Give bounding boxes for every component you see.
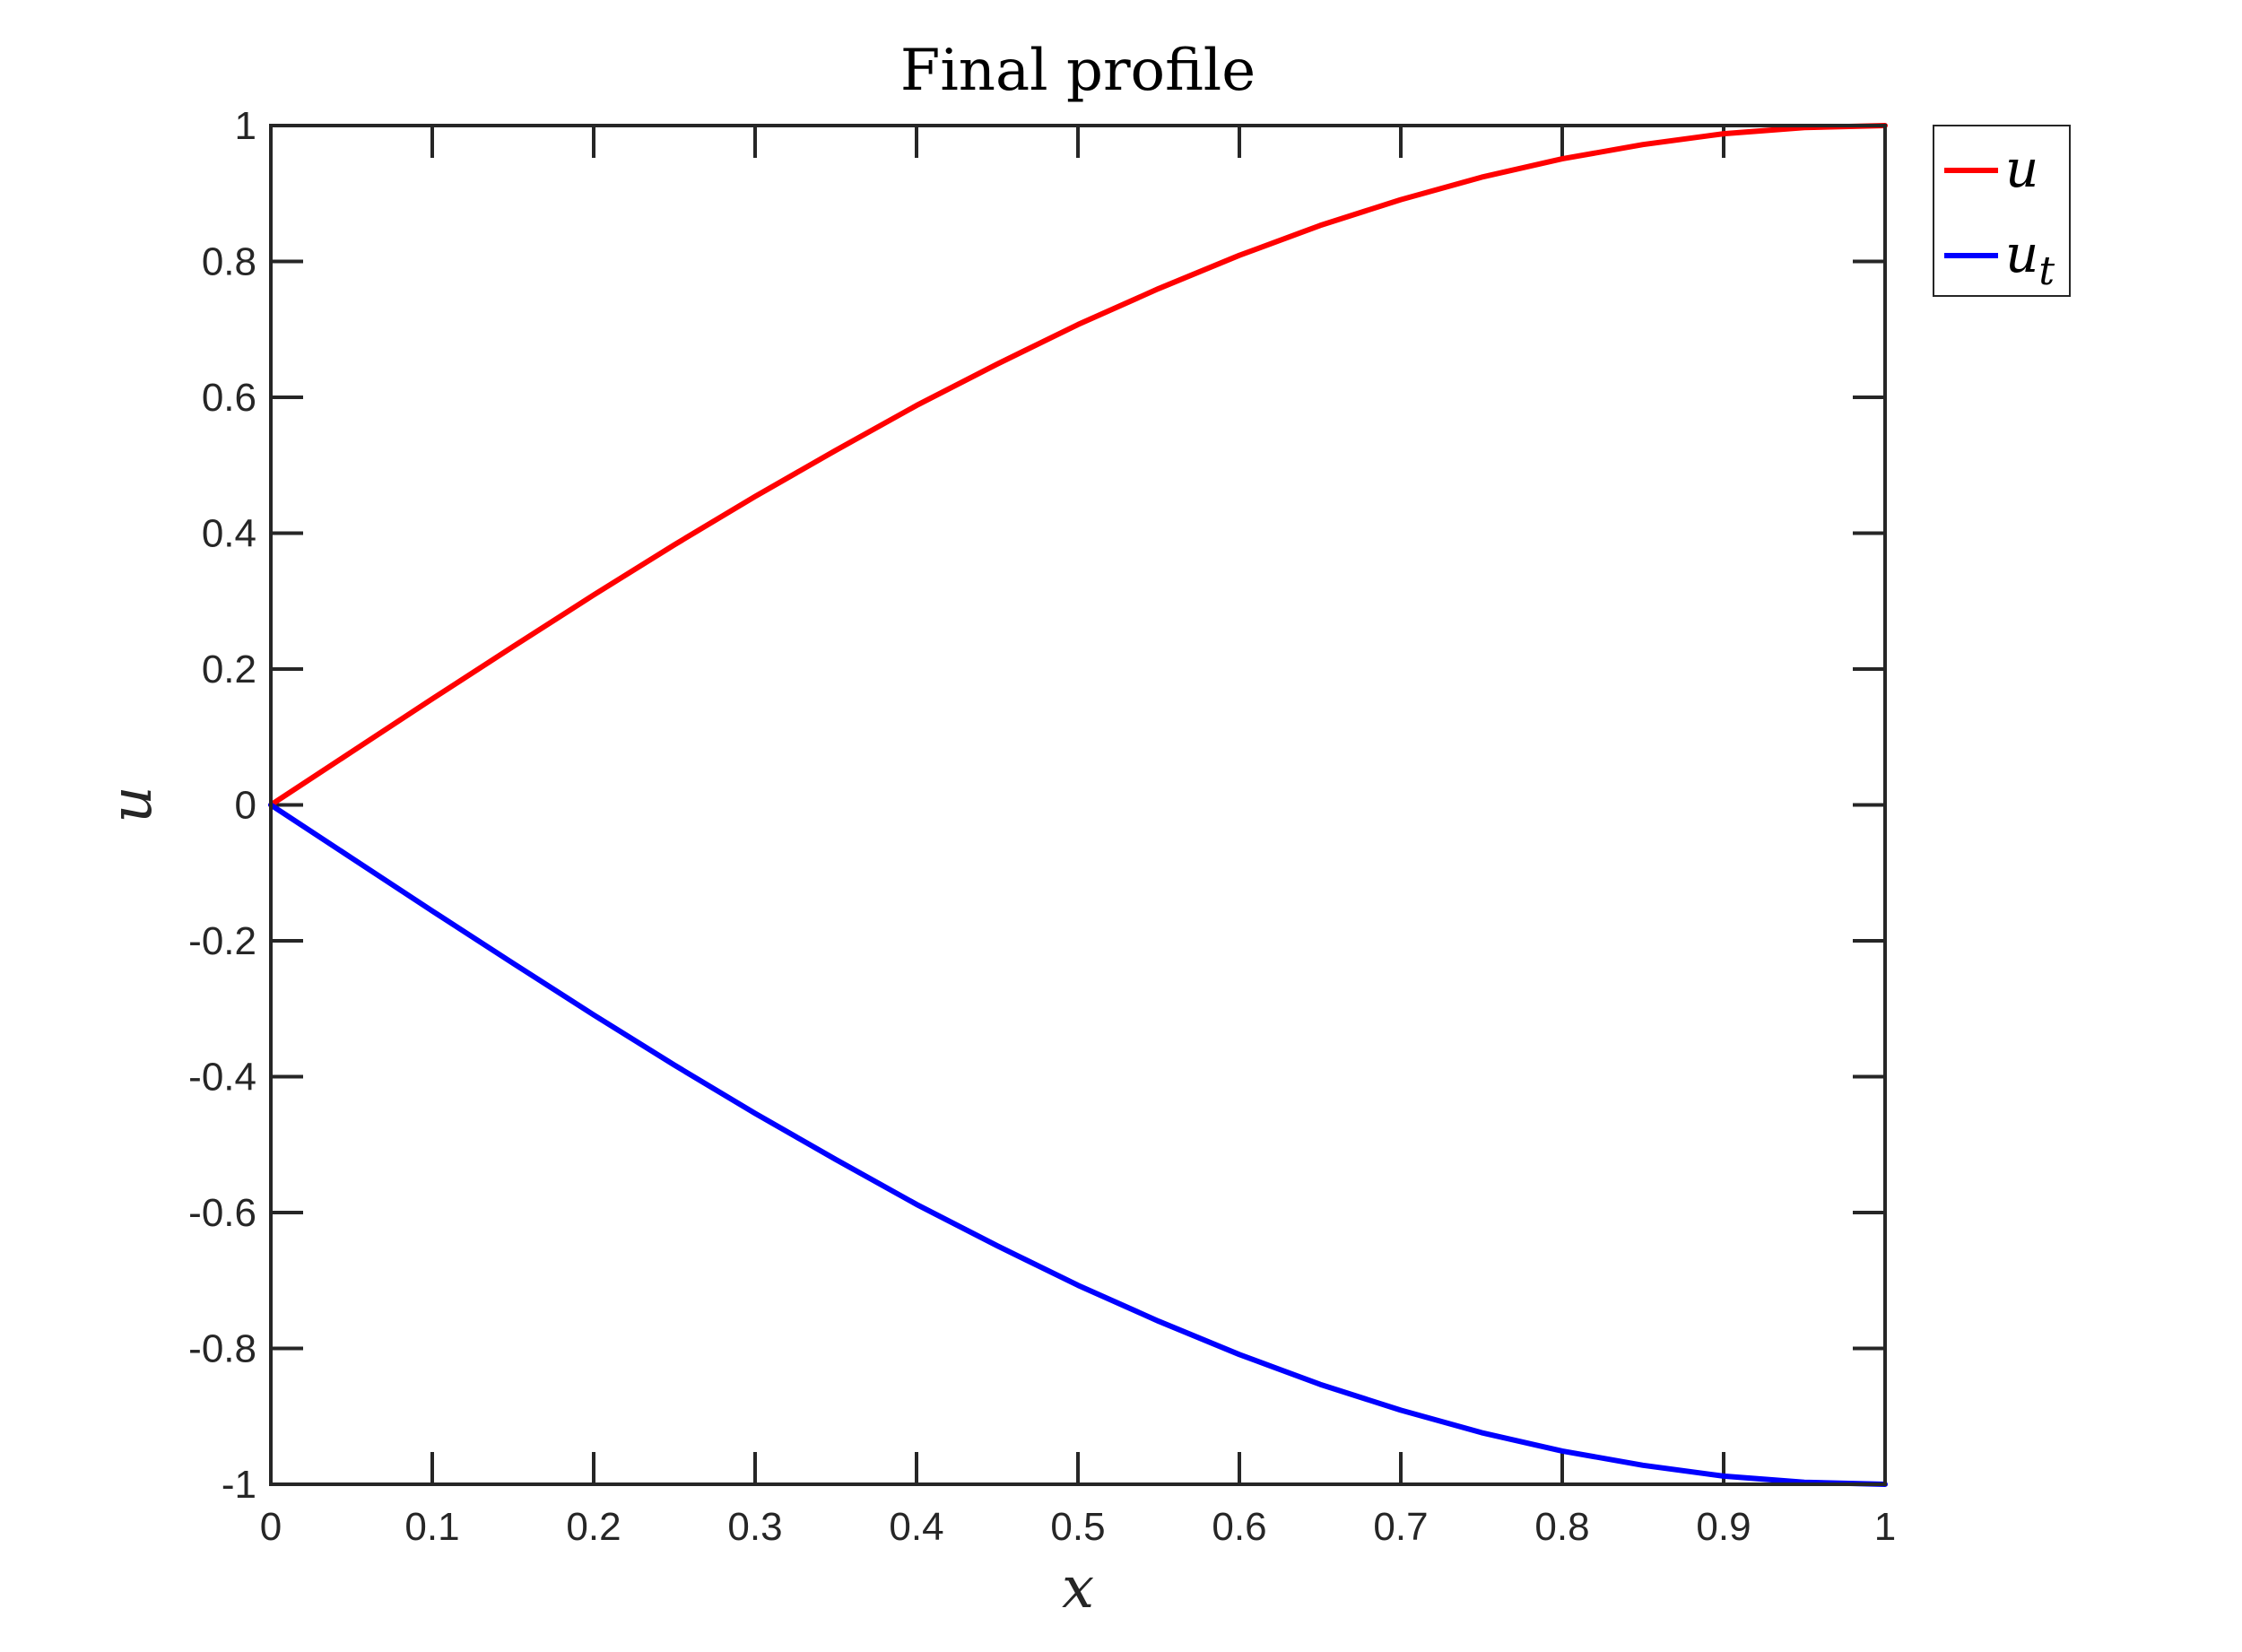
x-tick-label: 0.3 <box>727 1505 782 1549</box>
series-line-1 <box>268 802 1888 1487</box>
x-axis-label: x <box>1062 1555 1094 1622</box>
y-axis-label: u <box>99 786 165 822</box>
series-line-0 <box>268 123 1888 808</box>
series-layer <box>268 123 1888 1487</box>
y-tick-label: -0.2 <box>188 919 256 963</box>
legend-label-1: ut <box>2005 223 2055 294</box>
x-tick-label: 0.9 <box>1696 1505 1751 1549</box>
x-tick-label: 0.5 <box>1050 1505 1105 1549</box>
y-tick-labels: -1 -0.8 -0.6 -0.4 -0.2 0 0.2 0.4 0.6 0.8 1 <box>188 104 256 1507</box>
y-tick-label: 0.6 <box>202 376 256 420</box>
x-tick-labels: 0 0.1 0.2 0.3 0.4 0.5 0.6 0.7 0.8 0.9 1 <box>260 1505 1896 1549</box>
chart-title: Final profile <box>900 38 1256 104</box>
legend-label-base: u <box>2005 138 2038 199</box>
x-tick-label: 1 <box>1874 1505 1896 1549</box>
y-tick-label: 0.4 <box>202 512 256 556</box>
x-tick-label: 0.8 <box>1534 1505 1589 1549</box>
x-tick-label: 0.7 <box>1373 1505 1428 1549</box>
plot-frame <box>269 124 1887 1486</box>
legend-label-base: u <box>2005 223 2038 284</box>
y-tick-label: -1 <box>222 1463 256 1507</box>
x-tick-label: 0.6 <box>1212 1505 1266 1549</box>
legend-items: uut <box>1944 138 2055 294</box>
y-tick-label: 0.8 <box>202 240 256 284</box>
legend-box <box>1933 125 2071 297</box>
legend[interactable]: uut <box>1933 125 2071 297</box>
y-tick-label: 1 <box>235 104 256 148</box>
legend-label-subscript: t <box>2038 248 2055 294</box>
y-tick-label: 0.2 <box>202 648 256 691</box>
x-tick-label: 0.4 <box>889 1505 943 1549</box>
x-tick-label: 0.2 <box>566 1505 621 1549</box>
x-tick-label: 0.1 <box>404 1505 459 1549</box>
y-tick-label: -0.6 <box>188 1191 256 1235</box>
y-tick-label: -0.4 <box>188 1056 256 1100</box>
y-tick-label: -0.8 <box>188 1327 256 1371</box>
x-tick-label: 0 <box>260 1505 282 1549</box>
legend-label-0: u <box>2005 138 2038 199</box>
y-tick-label: 0 <box>235 784 256 828</box>
plot-area <box>271 126 1885 1484</box>
